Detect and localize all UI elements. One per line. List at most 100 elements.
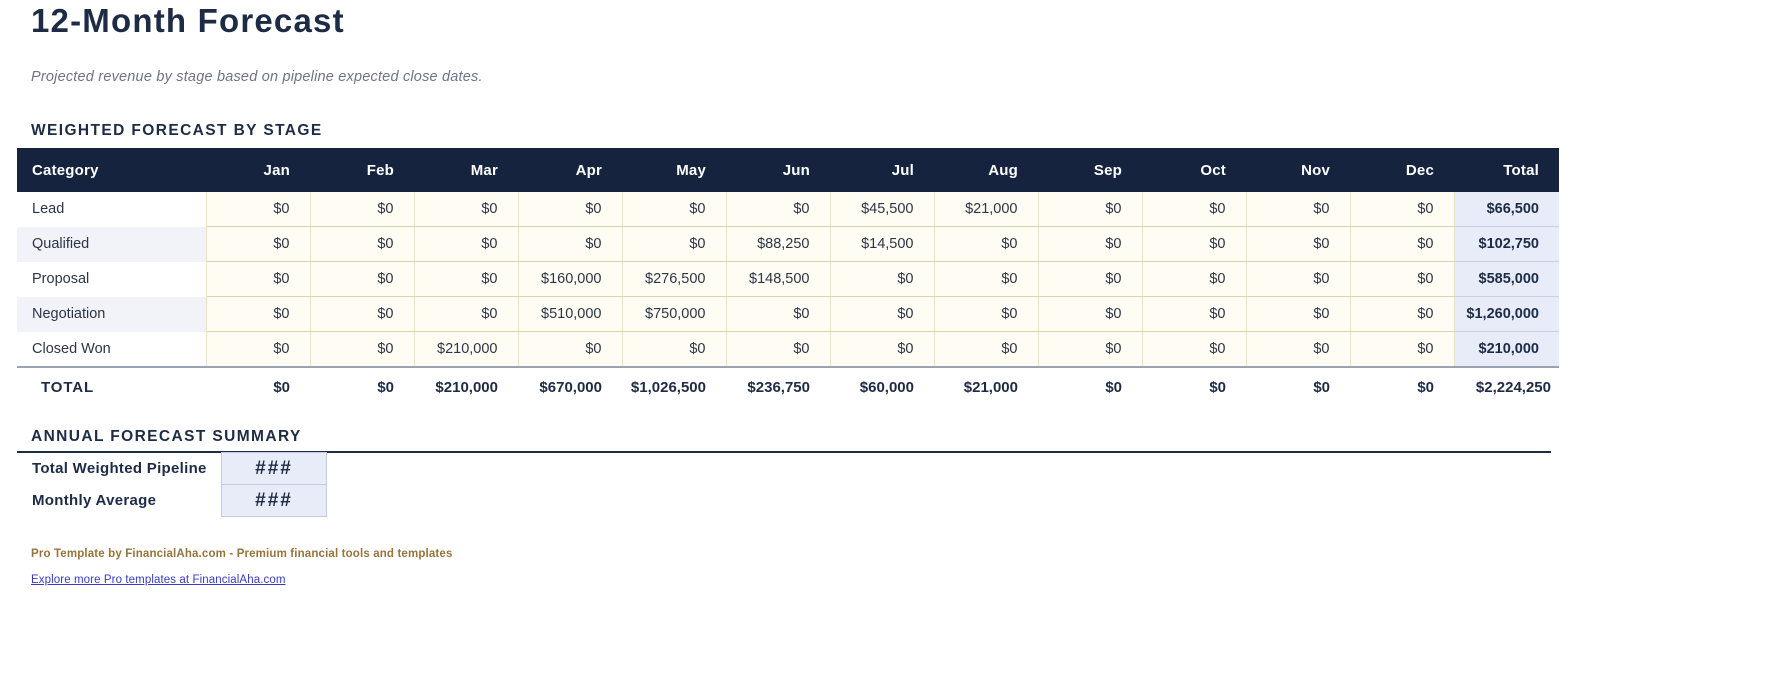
column-header-sep: Sep [1038, 148, 1142, 192]
column-header-total: Total [1454, 148, 1559, 192]
cell-total-mar: $210,000 [414, 366, 518, 406]
cell-qualified-feb: $0 [310, 226, 415, 262]
column-header-jan: Jan [206, 148, 310, 192]
cell-lead-feb: $0 [310, 192, 415, 227]
cell-negotiation-may: $750,000 [622, 296, 727, 332]
footer-note: Pro Template by FinancialAha.com - Premi… [31, 548, 453, 560]
column-header-nov: Nov [1246, 148, 1350, 192]
cell-closed-won-jan: $0 [206, 331, 311, 368]
cell-total-oct: $0 [1142, 366, 1246, 406]
cell-qualified-may: $0 [622, 226, 727, 262]
cell-closed-won-jul: $0 [830, 331, 935, 368]
table-row: Lead $0 $0 $0 $0 $0 $0 $45,500 $21,000 $… [17, 192, 1559, 227]
cell-total-feb: $0 [310, 366, 414, 406]
summary-row: Total Weighted Pipeline ### [17, 452, 1570, 485]
table-row: Proposal $0 $0 $0 $160,000 $276,500 $148… [17, 261, 1559, 297]
total-row-label: TOTAL [17, 366, 206, 406]
row-label-lead: Lead [17, 192, 207, 227]
cell-negotiation-oct: $0 [1142, 296, 1247, 332]
cell-lead-aug: $21,000 [934, 192, 1039, 227]
table-header: Category Jan Feb Mar Apr May Jun Jul Aug… [17, 148, 1559, 192]
column-header-feb: Feb [310, 148, 414, 192]
cell-closed-won-dec: $0 [1350, 331, 1455, 368]
cell-proposal-sep: $0 [1038, 261, 1143, 297]
column-header-category: Category [17, 148, 206, 192]
cell-negotiation-jan: $0 [206, 296, 311, 332]
cell-qualified-total: $102,750 [1454, 226, 1559, 262]
summary-section-heading: ANNUAL FORECAST SUMMARY [31, 428, 302, 445]
row-label-closed-won: Closed Won [17, 331, 207, 367]
cell-grand-total: $2,224,250 [1454, 366, 1559, 406]
cell-negotiation-sep: $0 [1038, 296, 1143, 332]
cell-negotiation-nov: $0 [1246, 296, 1351, 332]
cell-total-jan: $0 [206, 366, 310, 406]
summary-row: Monthly Average ### [17, 484, 1569, 517]
cell-total-apr: $670,000 [518, 366, 622, 406]
summary-divider [17, 451, 1551, 453]
cell-lead-jul: $45,500 [830, 192, 935, 227]
cell-negotiation-aug: $0 [934, 296, 1039, 332]
cell-closed-won-oct: $0 [1142, 331, 1247, 368]
cell-total-dec: $0 [1350, 366, 1454, 406]
cell-total-nov: $0 [1246, 366, 1350, 406]
cell-proposal-feb: $0 [310, 261, 415, 297]
summary-value-total-weighted-pipeline: ### [221, 452, 327, 485]
cell-closed-won-feb: $0 [310, 331, 415, 368]
cell-lead-apr: $0 [518, 192, 623, 227]
cell-negotiation-jul: $0 [830, 296, 935, 332]
cell-qualified-oct: $0 [1142, 226, 1247, 262]
column-header-dec: Dec [1350, 148, 1454, 192]
page-title: 12-Month Forecast [31, 2, 345, 39]
cell-negotiation-total: $1,260,000 [1454, 296, 1559, 332]
summary-label-monthly-average: Monthly Average [32, 492, 157, 509]
cell-negotiation-dec: $0 [1350, 296, 1455, 332]
cell-closed-won-total: $210,000 [1454, 331, 1559, 368]
cell-negotiation-jun: $0 [726, 296, 831, 332]
cell-proposal-jan: $0 [206, 261, 311, 297]
cell-proposal-oct: $0 [1142, 261, 1247, 297]
cell-proposal-nov: $0 [1246, 261, 1351, 297]
cell-qualified-apr: $0 [518, 226, 623, 262]
table-row: Qualified $0 $0 $0 $0 $0 $88,250 $14,500… [17, 226, 1559, 262]
cell-lead-mar: $0 [414, 192, 519, 227]
cell-qualified-jan: $0 [206, 226, 311, 262]
cell-lead-nov: $0 [1246, 192, 1351, 227]
column-header-oct: Oct [1142, 148, 1246, 192]
cell-proposal-dec: $0 [1350, 261, 1455, 297]
cell-lead-jun: $0 [726, 192, 831, 227]
cell-total-aug: $21,000 [934, 366, 1038, 406]
summary-label-total-weighted-pipeline: Total Weighted Pipeline [32, 460, 207, 477]
cell-total-may: $1,026,500 [622, 366, 726, 406]
cell-closed-won-aug: $0 [934, 331, 1039, 368]
cell-proposal-total: $585,000 [1454, 261, 1559, 297]
cell-lead-dec: $0 [1350, 192, 1455, 227]
cell-negotiation-apr: $510,000 [518, 296, 623, 332]
footer-link[interactable]: Explore more Pro templates at FinancialA… [31, 574, 286, 586]
cell-total-jun: $236,750 [726, 366, 830, 406]
table-body: Lead $0 $0 $0 $0 $0 $0 $45,500 $21,000 $… [17, 192, 1559, 406]
cell-closed-won-jun: $0 [726, 331, 831, 368]
cell-closed-won-apr: $0 [518, 331, 623, 368]
cell-proposal-jul: $0 [830, 261, 935, 297]
table-header-row: Category Jan Feb Mar Apr May Jun Jul Aug… [17, 148, 1559, 192]
column-header-may: May [622, 148, 726, 192]
column-header-jul: Jul [830, 148, 934, 192]
table-total-row: TOTAL $0 $0 $210,000 $670,000 $1,026,500… [17, 366, 1559, 406]
cell-qualified-nov: $0 [1246, 226, 1351, 262]
summary-spacer [327, 453, 1570, 485]
cell-closed-won-mar: $210,000 [414, 331, 519, 368]
cell-negotiation-mar: $0 [414, 296, 519, 332]
cell-qualified-mar: $0 [414, 226, 519, 262]
cell-closed-won-sep: $0 [1038, 331, 1143, 368]
row-label-qualified: Qualified [17, 226, 207, 262]
cell-qualified-jul: $14,500 [830, 226, 935, 262]
column-header-apr: Apr [518, 148, 622, 192]
row-label-proposal: Proposal [17, 261, 207, 297]
row-label-negotiation: Negotiation [17, 296, 207, 332]
cell-total-jul: $60,000 [830, 366, 934, 406]
table-row: Closed Won $0 $0 $210,000 $0 $0 $0 $0 $0… [17, 331, 1559, 368]
cell-total-sep: $0 [1038, 366, 1142, 406]
column-header-aug: Aug [934, 148, 1038, 192]
cell-closed-won-may: $0 [622, 331, 727, 368]
